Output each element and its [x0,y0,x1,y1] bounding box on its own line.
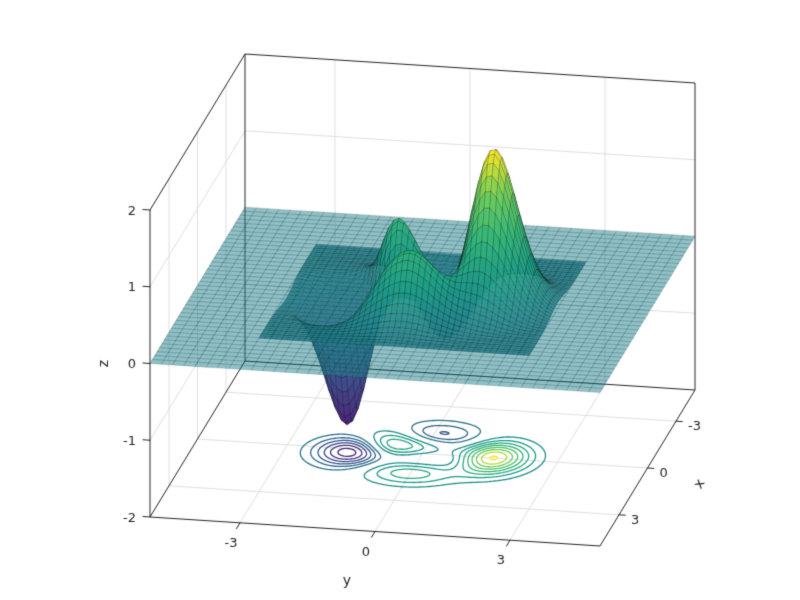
figure-window [0,0,800,600]
peaks-surface-plot-canvas [0,0,800,600]
